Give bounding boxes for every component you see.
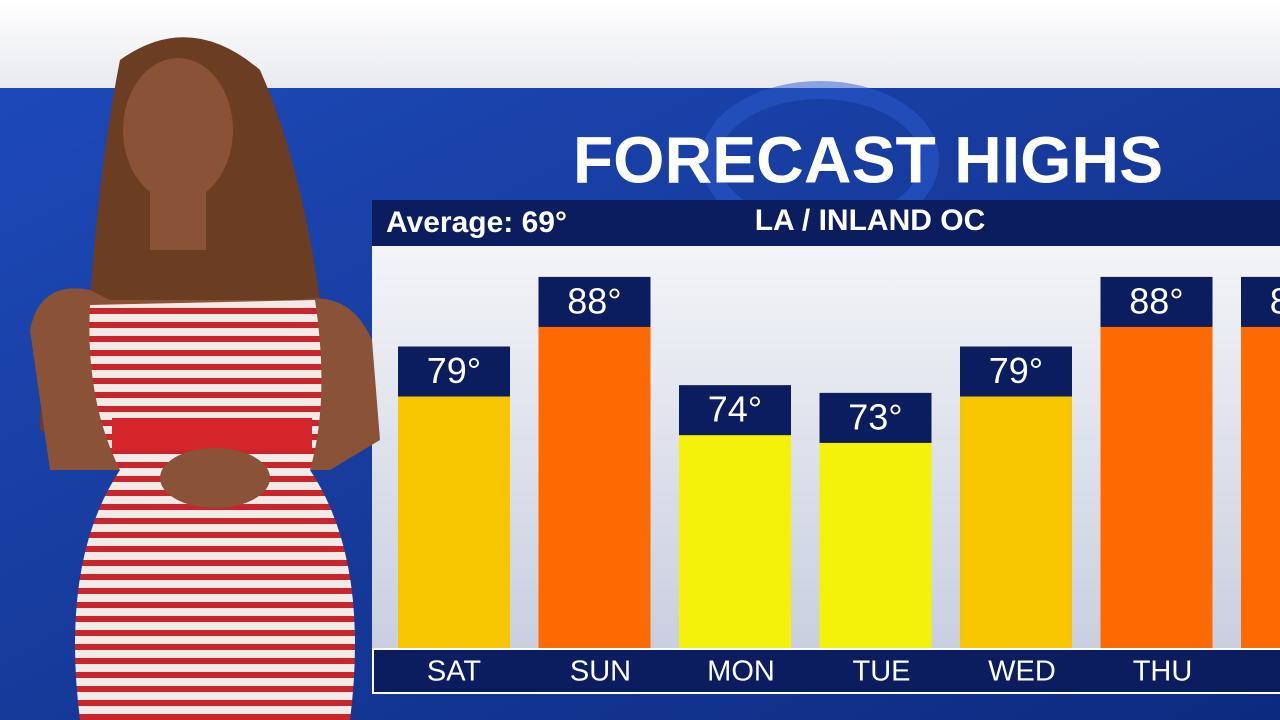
dress [75, 300, 355, 720]
day-label: MON [707, 656, 775, 688]
bar [1241, 276, 1280, 648]
day-label: TUE [853, 656, 911, 688]
belt [112, 418, 312, 450]
value-label: 79° [427, 350, 481, 391]
bar [398, 346, 510, 648]
day-label: THU [1133, 656, 1193, 688]
bar [960, 346, 1072, 648]
bar [538, 276, 651, 648]
value-label: 88° [1129, 280, 1183, 321]
value-label-box [538, 276, 651, 327]
title: FORECAST HIGHS [573, 122, 1163, 196]
value-label-box [960, 346, 1072, 397]
bar [1100, 276, 1213, 648]
bars: 79° SAT 88° SUN 74° MON 73° TUE 79° WED 88° THU 88° [398, 276, 1280, 688]
presenter [30, 37, 380, 720]
header-strip [372, 200, 1280, 246]
value-label-box [1100, 276, 1213, 327]
hands [160, 448, 270, 508]
day-strip [372, 648, 1280, 694]
face [123, 58, 233, 202]
value-label: 88° [1270, 280, 1280, 321]
region-label: LA / INLAND OC [755, 204, 986, 237]
value-label: 79° [989, 350, 1043, 391]
day-label: SAT [427, 656, 482, 688]
average-label: Average: 69° [386, 206, 567, 239]
value-label-box [1241, 276, 1280, 327]
day-label: SUN [570, 656, 631, 688]
value-label-box [679, 385, 791, 436]
value-label: 73° [848, 396, 902, 437]
value-label-box [398, 346, 510, 397]
day-label: WED [988, 656, 1056, 688]
value-label: 88° [567, 280, 621, 321]
neck [150, 190, 206, 250]
value-label: 74° [708, 389, 762, 430]
value-label-box [819, 392, 932, 443]
